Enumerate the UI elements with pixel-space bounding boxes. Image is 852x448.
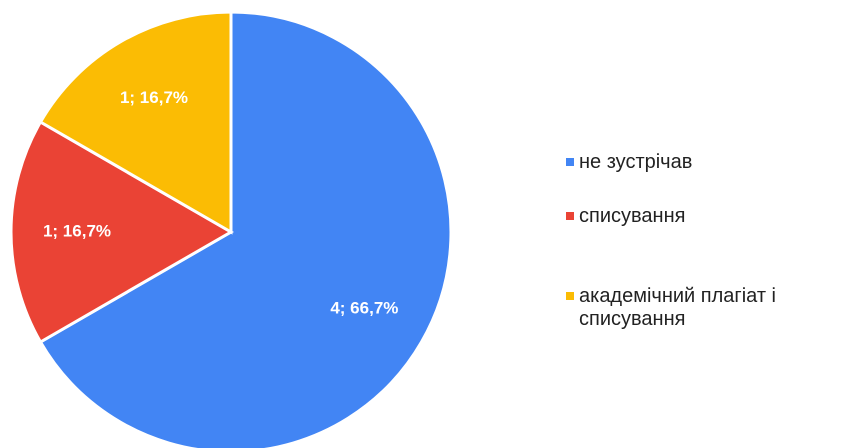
legend-swatch xyxy=(566,292,574,300)
legend-label: списування xyxy=(579,205,686,227)
data-label: 1; 16,7% xyxy=(43,221,111,240)
legend-item: списування xyxy=(566,205,846,228)
pie-slice xyxy=(38,10,453,448)
pie-slice xyxy=(9,119,235,345)
legend-label: академічний плагіат і списування xyxy=(579,285,776,330)
data-label: 1; 16,7% xyxy=(120,88,188,107)
legend-item: не зустрічав xyxy=(566,151,846,174)
legend-label: не зустрічав xyxy=(579,151,693,173)
legend-swatch xyxy=(566,212,574,220)
legend-item: академічний плагіат і списування xyxy=(566,285,846,331)
legend-swatch xyxy=(566,158,574,166)
pie-slice xyxy=(38,10,233,235)
data-label: 4; 66,7% xyxy=(330,298,398,317)
